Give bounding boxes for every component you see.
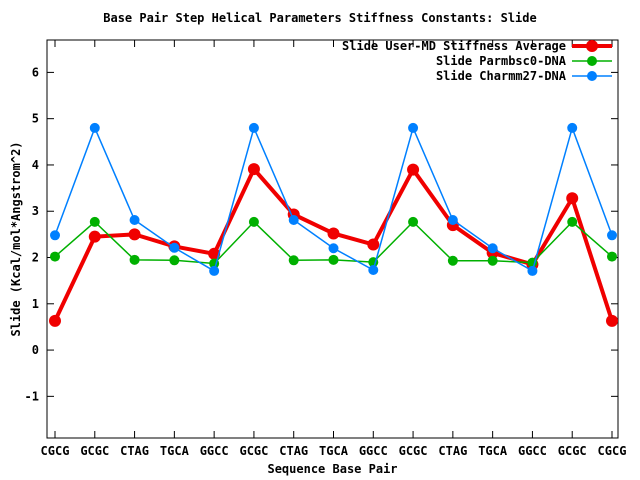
chart-title: Base Pair Step Helical Parameters Stiffn… xyxy=(103,11,537,25)
x-tick-label: CTAG xyxy=(438,444,467,458)
series-marker-2 xyxy=(50,230,60,241)
y-tick-label: 2 xyxy=(32,251,39,265)
x-tick-label: CGCG xyxy=(598,444,627,458)
series-marker-1 xyxy=(288,255,299,266)
series-marker-0 xyxy=(327,227,340,240)
series-marker-2 xyxy=(567,122,578,133)
series-marker-1 xyxy=(89,216,100,227)
x-tick-label: GGCC xyxy=(359,444,388,458)
series-marker-0 xyxy=(247,163,260,176)
series-marker-0 xyxy=(367,238,380,251)
x-axis-label: Sequence Base Pair xyxy=(267,462,398,476)
y-tick-label: 3 xyxy=(32,204,39,218)
series-marker-2 xyxy=(169,242,180,253)
series-marker-2 xyxy=(209,265,220,276)
series-marker-2 xyxy=(248,122,259,133)
y-tick-label: 5 xyxy=(32,112,39,126)
series-marker-2 xyxy=(487,243,498,254)
series-marker-2 xyxy=(408,122,419,133)
x-tick-label: CTAG xyxy=(279,444,308,458)
series-marker-1 xyxy=(447,255,458,266)
x-tick-label: GCGC xyxy=(239,444,268,458)
series-marker-0 xyxy=(407,163,420,176)
x-tick-label: TGCA xyxy=(160,444,190,458)
series-marker-0 xyxy=(49,314,61,327)
series-marker-1 xyxy=(248,216,259,227)
x-tick-label: CGCG xyxy=(41,444,70,458)
series-marker-1 xyxy=(328,254,339,265)
series-marker-2 xyxy=(89,122,100,133)
series-marker-1 xyxy=(50,251,60,262)
y-tick-label: 4 xyxy=(32,158,39,172)
y-tick-label: 6 xyxy=(32,65,39,79)
series-marker-0 xyxy=(566,192,579,205)
series-marker-1 xyxy=(408,216,419,227)
x-tick-label: GCGC xyxy=(80,444,109,458)
x-tick-label: GGCC xyxy=(518,444,547,458)
legend-marker-2 xyxy=(587,71,597,81)
x-tick-label: GGCC xyxy=(200,444,229,458)
x-tick-label: TGCA xyxy=(319,444,349,458)
series-marker-1 xyxy=(129,254,140,265)
series-marker-2 xyxy=(288,215,299,226)
y-tick-label: 1 xyxy=(32,297,39,311)
x-tick-label: TGCA xyxy=(478,444,508,458)
legend-label-1: Slide Parmbsc0-DNA xyxy=(436,54,567,68)
x-tick-label: GCGC xyxy=(558,444,587,458)
series-marker-2 xyxy=(368,265,379,276)
series-marker-0 xyxy=(88,230,101,243)
series-marker-2 xyxy=(129,215,140,226)
y-tick-label: 0 xyxy=(32,343,39,357)
series-marker-1 xyxy=(607,251,617,262)
series-marker-2 xyxy=(447,215,458,226)
legend-marker-0 xyxy=(586,40,598,52)
series-marker-2 xyxy=(527,265,538,276)
x-tick-label: GCGC xyxy=(399,444,428,458)
legend-label-2: Slide Charmm27-DNA xyxy=(436,69,567,83)
series-marker-2 xyxy=(328,243,339,254)
series-marker-1 xyxy=(567,216,578,227)
legend-label-0: Slide User-MD Stiffness Average xyxy=(342,39,566,53)
series-marker-1 xyxy=(487,255,498,266)
series-marker-2 xyxy=(607,230,617,241)
series-marker-0 xyxy=(606,314,618,327)
legend-marker-1 xyxy=(587,56,597,66)
series-marker-1 xyxy=(169,255,180,266)
plot-border xyxy=(46,39,619,439)
series-marker-0 xyxy=(208,247,221,260)
y-tick-label: -1 xyxy=(25,389,39,403)
x-tick-label: CTAG xyxy=(120,444,149,458)
series-marker-0 xyxy=(128,228,141,241)
